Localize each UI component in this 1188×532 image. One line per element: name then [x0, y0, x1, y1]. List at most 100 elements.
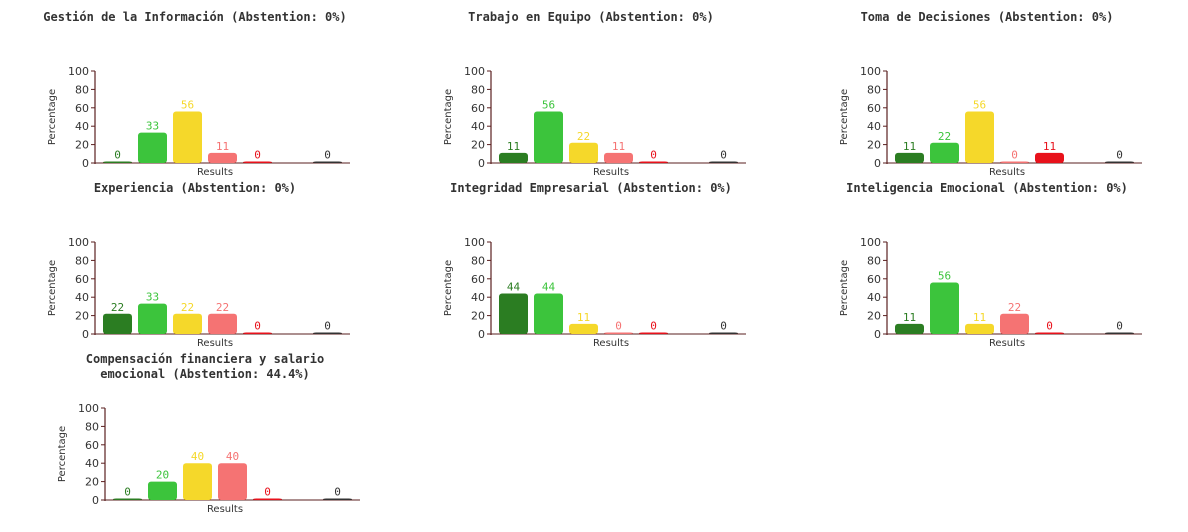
bar-value-label: 11	[577, 311, 590, 324]
bar-value-label: 22	[111, 301, 124, 314]
bar-medium	[569, 323, 598, 334]
bar-value-label: 0	[720, 149, 727, 162]
chart-plot: 0 20 40 60 80 100 44 44 11 0 0 0 Percentage Results	[443, 236, 746, 346]
bar-value-label: 11	[903, 140, 916, 153]
chart-toma-decisiones: Toma de Decisiones (Abstention: 0%) 0 20 4…	[792, 10, 1182, 175]
bar-value-label: 22	[1008, 301, 1021, 314]
chart-inteligencia-emocional: Inteligencia Emocional (Abstention: 0%) …	[792, 181, 1182, 346]
bar-low	[604, 152, 633, 163]
y-axis-label: Percentage	[57, 426, 68, 482]
y-tick-label: 40	[867, 291, 881, 304]
bar-very-low	[243, 332, 272, 334]
chart-integridad-empresarial: Integridad Empresarial (Abstention: 0%) …	[396, 181, 786, 346]
x-axis-label: Results	[207, 504, 243, 515]
chart-plot: 0 20 40 60 80 100 0 33 56 11 0 0 Percentage Results	[47, 65, 350, 175]
bar-value-label: 40	[226, 450, 239, 463]
y-tick-label: 0	[478, 328, 485, 341]
y-tick-label: 60	[471, 273, 485, 286]
bar-high	[138, 303, 167, 334]
chart-plot: 0 20 40 60 80 100 11 22 56 0 11 0 Percentage Results	[839, 65, 1142, 175]
x-axis-label: Results	[989, 338, 1025, 346]
x-axis-label: Results	[989, 167, 1025, 175]
bar-value-label: 11	[507, 140, 520, 153]
bar-value-label: 0	[324, 149, 331, 162]
bar-very-low	[639, 332, 668, 334]
chart-title: Experiencia (Abstention: 0%)	[93, 181, 297, 195]
bar-very-high	[103, 161, 132, 163]
bar-value-label: 56	[542, 98, 555, 111]
y-tick-label: 40	[75, 291, 89, 304]
bar-medium	[183, 463, 212, 500]
y-tick-label: 80	[867, 83, 881, 96]
y-tick-label: 0	[82, 328, 89, 341]
chart-title: Integridad Empresarial (Abstention: 0%)	[450, 181, 732, 195]
y-tick-label: 40	[85, 457, 99, 470]
bar-high	[534, 111, 563, 163]
y-tick-label: 20	[471, 310, 485, 323]
bar-value-label: 11	[612, 140, 625, 153]
y-tick-label: 20	[867, 310, 881, 323]
bar-value-label: 56	[973, 98, 986, 111]
bar-very-high	[113, 498, 142, 500]
bar-value-label: 0	[124, 486, 131, 499]
y-tick-label: 80	[75, 254, 89, 267]
x-axis-label: Results	[593, 167, 629, 175]
y-tick-label: 100	[860, 65, 881, 78]
bar-value-label: 40	[191, 450, 204, 463]
y-tick-label: 100	[68, 65, 89, 78]
bar-medium	[965, 111, 994, 163]
bar-very-high	[499, 152, 528, 163]
chart-compensacion-financiera: Compensación financiera y salario emocio…	[10, 352, 400, 532]
y-tick-label: 0	[874, 157, 881, 170]
y-tick-label: 40	[867, 120, 881, 133]
bar-none	[313, 332, 342, 334]
bar-value-label: 33	[146, 120, 159, 133]
bar-value-label: 11	[903, 311, 916, 324]
bar-value-label: 0	[1011, 149, 1018, 162]
bar-medium	[173, 111, 202, 163]
chart-experiencia: Experiencia (Abstention: 0%) 0 20 40 60 80 10…	[0, 181, 390, 346]
y-tick-label: 20	[867, 139, 881, 152]
bar-value-label: 0	[254, 149, 261, 162]
y-tick-label: 0	[874, 328, 881, 341]
y-tick-label: 60	[867, 102, 881, 115]
x-axis-label: Results	[593, 338, 629, 346]
y-tick-label: 80	[75, 83, 89, 96]
bar-value-label: 56	[181, 98, 194, 111]
bar-very-low	[1035, 332, 1064, 334]
bar-very-low	[243, 161, 272, 163]
bar-none	[1105, 332, 1134, 334]
y-axis-label: Percentage	[839, 89, 850, 145]
bar-none	[323, 498, 352, 500]
y-axis-label: Percentage	[443, 260, 454, 316]
chart-title: Inteligencia Emocional (Abstention: 0%)	[846, 181, 1128, 195]
bar-very-low	[639, 161, 668, 163]
y-axis-label: Percentage	[47, 260, 58, 316]
chart-trabajo-equipo: Trabajo en Equipo (Abstention: 0%) 0 20 40…	[396, 10, 786, 175]
y-axis-label: Percentage	[443, 89, 454, 145]
bar-low	[604, 332, 633, 334]
y-tick-label: 100	[78, 402, 99, 415]
bar-value-label: 22	[577, 130, 590, 143]
bar-value-label: 0	[720, 320, 727, 333]
bar-value-label: 44	[507, 281, 521, 294]
bar-value-label: 0	[1046, 320, 1053, 333]
bar-value-label: 22	[938, 130, 951, 143]
chart-title: Trabajo en Equipo (Abstention: 0%)	[468, 10, 714, 24]
x-axis-label: Results	[197, 167, 233, 175]
bar-medium	[173, 313, 202, 334]
bar-none	[709, 161, 738, 163]
bar-value-label: 0	[114, 149, 121, 162]
y-tick-label: 60	[75, 273, 89, 286]
bar-value-label: 20	[156, 469, 169, 482]
bar-value-label: 0	[615, 320, 622, 333]
bar-value-label: 56	[938, 269, 951, 282]
y-tick-label: 100	[860, 236, 881, 249]
bar-none	[709, 332, 738, 334]
y-tick-label: 40	[471, 291, 485, 304]
bar-low	[208, 313, 237, 334]
chart-plot: 0 20 40 60 80 100 11 56 22 11 0 0 Percentage Results	[443, 65, 746, 175]
bar-medium	[965, 323, 994, 334]
y-tick-label: 20	[471, 139, 485, 152]
bar-value-label: 0	[1116, 149, 1123, 162]
